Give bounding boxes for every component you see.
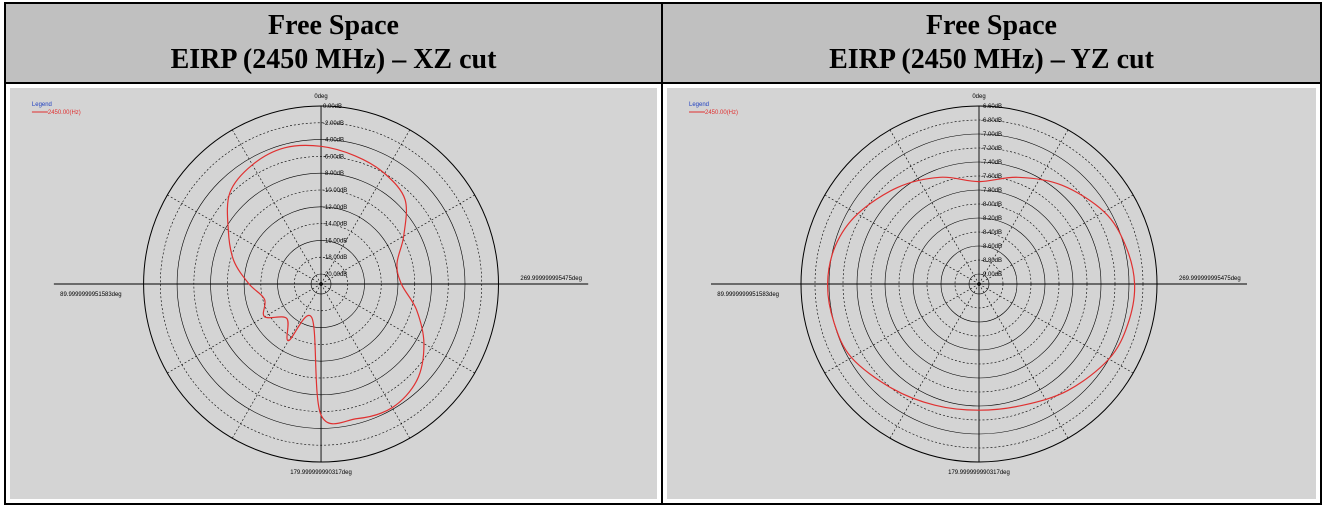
grid-spoke xyxy=(978,194,1134,285)
plot-cell-yz: -6.60dB -6.80dB -7.00dB -7.20dB -7.40dB -7.60… xyxy=(663,84,1320,503)
radial-tick-label: -9.00dB xyxy=(981,272,1002,278)
grid-spoke xyxy=(167,283,322,374)
grid-spoke xyxy=(824,283,980,374)
grid-spoke xyxy=(320,129,411,285)
header-yz: Free Space EIRP (2450 MHz) – YZ cut xyxy=(663,4,1320,84)
polar-chart-xz: 0.00dB -2.00dB -4.00dB -6.00dB -8.00dB -10.00… xyxy=(10,88,657,499)
grid-spoke xyxy=(889,283,980,439)
radial-tick-label: -7.20dB xyxy=(981,146,1002,152)
radial-tick-label: -8.20dB xyxy=(981,216,1002,222)
grid-spoke xyxy=(978,129,1069,285)
grid-spoke xyxy=(232,283,322,439)
angle-label-right: 269.999999995475deg xyxy=(1179,276,1241,282)
radial-tick-label: -4.00dB xyxy=(323,138,344,144)
grid-spoke xyxy=(320,194,475,285)
series-trace xyxy=(226,144,425,425)
angle-label-top: 0deg xyxy=(972,94,985,100)
figure-table: Free Space EIRP (2450 MHz) – XZ cut Free… xyxy=(4,2,1322,505)
legend-title: Legend xyxy=(32,102,52,108)
radial-tick-label: -6.60dB xyxy=(981,104,1002,110)
radial-tick-label: -12.00dB xyxy=(323,205,347,211)
grid-spoke xyxy=(978,283,1134,374)
radial-tick-label: -7.80dB xyxy=(981,188,1002,194)
header-yz-line1: Free Space xyxy=(926,10,1057,41)
grid-spoke xyxy=(167,194,322,285)
angle-label-bottom: 179.999999990317deg xyxy=(948,470,1010,476)
radial-tick-label: -6.00dB xyxy=(323,154,344,160)
grid-spoke xyxy=(320,283,411,439)
radial-tick-label: -20.00dB xyxy=(323,272,347,278)
radial-tick-label: -8.00dB xyxy=(323,171,344,177)
polar-chart-yz: -6.60dB -6.80dB -7.00dB -7.20dB -7.40dB -7.60… xyxy=(667,88,1316,499)
radial-tick-label: -16.00dB xyxy=(323,238,347,244)
radial-tick-label: -7.60dB xyxy=(981,174,1002,180)
radial-tick-label: -18.00dB xyxy=(323,255,347,261)
header-xz-line1: Free Space xyxy=(268,10,399,41)
radial-tick-label: -14.00dB xyxy=(323,222,347,228)
radial-tick-label: -8.80dB xyxy=(981,258,1002,264)
radial-tick-label: -8.60dB xyxy=(981,244,1002,250)
angle-label-right: 269.999999995475deg xyxy=(520,276,581,282)
radial-tick-label: -10.00dB xyxy=(323,188,347,194)
radial-tick-label: -6.80dB xyxy=(981,118,1002,124)
legend-series-label: 2450.00(Hz) xyxy=(705,110,738,116)
radial-tick-label: -8.40dB xyxy=(981,230,1002,236)
radial-tick-label: -7.40dB xyxy=(981,160,1002,166)
radial-tick-label: -2.00dB xyxy=(323,121,344,127)
angle-label-top: 0deg xyxy=(314,94,327,100)
grid-spoke xyxy=(978,283,1069,439)
radial-tick-label: 0.00dB xyxy=(323,104,342,110)
radial-tick-label: -8.00dB xyxy=(981,202,1002,208)
header-xz: Free Space EIRP (2450 MHz) – XZ cut xyxy=(6,4,663,84)
grid-spoke xyxy=(232,129,322,285)
plot-cell-xz: 0.00dB -2.00dB -4.00dB -6.00dB -8.00dB -10.00… xyxy=(6,84,663,503)
angle-label-bottom: 179.999999990317deg xyxy=(290,470,351,476)
grid-spoke xyxy=(824,194,980,285)
radial-tick-label: -7.00dB xyxy=(981,132,1002,138)
legend-series-label: 2450.00(Hz) xyxy=(48,110,81,116)
grid-spoke xyxy=(889,129,980,285)
angle-label-left: 89.9999999951583deg xyxy=(60,292,121,298)
angle-label-left: 89.9999999951583deg xyxy=(717,292,779,298)
legend-title: Legend xyxy=(689,102,709,108)
header-xz-line2: EIRP (2450 MHz) – XZ cut xyxy=(170,44,497,75)
grid-spoke xyxy=(320,283,475,374)
header-yz-line2: EIRP (2450 MHz) – YZ cut xyxy=(829,44,1154,75)
